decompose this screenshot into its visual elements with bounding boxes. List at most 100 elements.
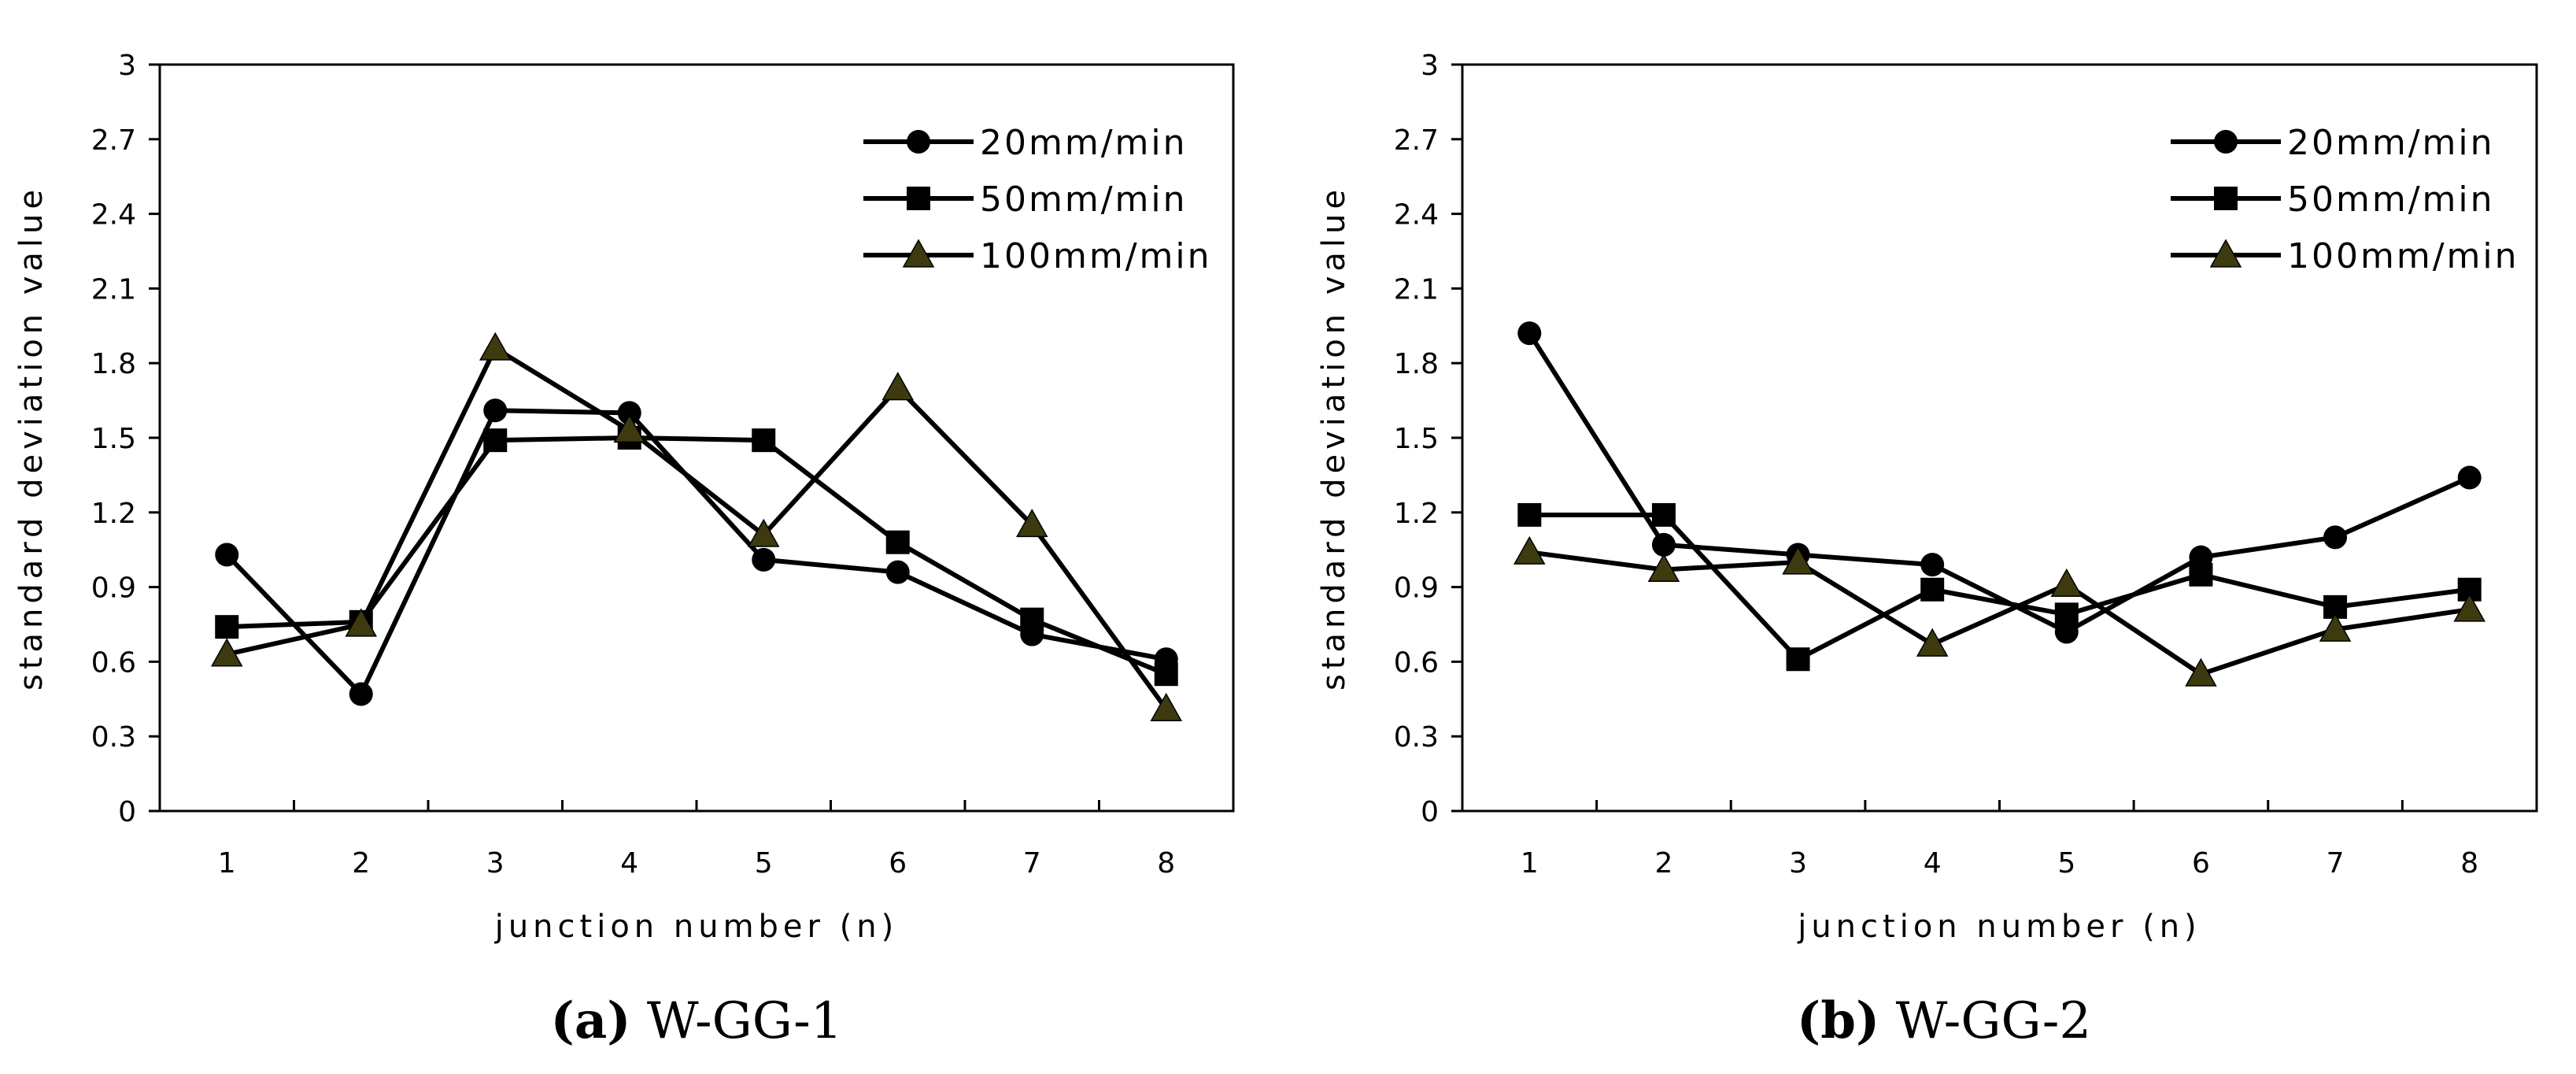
x-tick-label: 7 [2327,847,2345,880]
legend-label: 20mm/min [980,123,1188,163]
x-tick-label: 5 [2057,847,2075,880]
legend-item: 20mm/min [2171,123,2495,163]
data-point [1920,577,1945,602]
x-tick-label: 7 [1023,847,1041,880]
legend-label: 50mm/min [2287,180,2495,220]
data-point [1782,546,1814,575]
y-tick-label: 0 [118,796,136,828]
legend: 20mm/min 50mm/min 100mm/min [2171,123,2517,276]
series-20mm/min [215,398,1178,706]
series-line [1527,331,2471,635]
legend-item: 100mm/min [2171,236,2517,276]
data-point [215,543,239,567]
y-tick-label: 0.6 [1394,646,1439,679]
panel-label: (a) [551,991,631,1050]
data-point [1150,692,1183,722]
chart-panel-b: 0 0.3 0.6 0.9 1.2 1.5 1.8 2.1 2.4 2.7 3 1 2 3 4 5 6 7 8 jun… [1316,50,2538,1050]
data-point [885,560,910,584]
data-point [1513,535,1546,565]
y-axis-title: standard deviation value [1316,185,1352,691]
x-tick-label: 8 [1157,847,1175,880]
data-point [752,428,776,453]
legend-item: 100mm/min [863,236,1212,276]
series-line [225,408,1167,697]
y-tick-label: 0.9 [1394,572,1439,605]
data-point [1517,321,1542,346]
data-point [2054,602,2079,627]
data-point [885,530,910,554]
x-tick-label: 6 [2192,847,2210,880]
y-tick-label: 0.9 [91,572,136,605]
data-point [2185,657,2217,687]
y-tick-label: 1.8 [1394,348,1439,380]
panel-caption: (b) W-GG-2 [1797,991,2091,1050]
legend-item: 20mm/min [863,123,1188,163]
data-point [2457,465,2482,490]
legend-label: 100mm/min [980,236,1212,276]
legend-item: 50mm/min [863,180,1188,220]
data-point [2319,613,2352,642]
data-point [617,401,641,425]
series-line [1528,550,2471,677]
legend-label: 50mm/min [980,180,1188,220]
data-point [1651,532,1676,557]
x-tick-label: 2 [352,847,370,880]
data-point [1154,662,1178,687]
data-point [210,638,243,667]
legend-marker [907,187,930,210]
data-point [483,398,508,423]
y-tick-label: 2.1 [1394,273,1439,306]
series-100mm/min [210,331,1183,722]
x-tick-label: 2 [1654,847,1672,880]
y-tick-label: 0.3 [1394,721,1439,754]
data-point [1651,502,1676,527]
x-axis-title: junction number (n) [494,909,899,945]
x-axis-title: junction number (n) [1797,909,2201,945]
data-point [1786,647,1810,672]
chart-panel-a: 0 0.3 0.6 0.9 1.2 1.5 1.8 2.1 2.4 2.7 3 1 2 3 4 5 6 7 8 jun… [13,50,1235,1050]
panel-title: W-GG-2 [1879,992,2091,1050]
y-tick-label: 1.5 [91,423,136,455]
legend-label: 20mm/min [2287,123,2495,163]
data-point [1015,509,1048,538]
legend-marker [2209,239,2242,268]
data-point [215,615,239,639]
data-point [881,372,915,401]
y-tick-label: 3 [118,50,136,82]
panel-label: (b) [1797,991,1879,1050]
x-tick-label: 4 [620,847,638,880]
data-point [1916,628,1949,657]
y-tick-label: 2.1 [91,273,136,306]
y-tick-label: 0.3 [91,721,136,754]
y-tick-label: 1.2 [1394,498,1439,530]
series-50mm/min [215,426,1178,687]
x-tick-label: 3 [486,847,504,880]
y-axis-title: standard deviation value [13,185,50,691]
y-tick-label: 2.7 [91,124,136,157]
legend-item: 50mm/min [2171,180,2495,220]
legend-marker [2214,187,2238,210]
y-tick-label: 0.6 [91,646,136,679]
series-line [226,346,1169,711]
data-point [2453,593,2485,622]
x-tick-label: 5 [755,847,773,880]
y-tick-label: 1.5 [1394,423,1439,455]
y-tick-label: 1.8 [91,348,136,380]
data-point [613,413,646,443]
y-tick-label: 2.4 [91,199,136,231]
data-point [1517,502,1542,527]
data-point [1920,553,1945,577]
data-point [747,518,780,547]
x-tick-label: 4 [1924,847,1942,880]
data-point [345,608,378,637]
legend-marker [907,130,930,154]
series-line [1529,512,2471,662]
data-point [479,331,512,361]
x-tick-label: 3 [1789,847,1807,880]
y-tick-label: 1.2 [91,498,136,530]
data-point [1647,553,1680,583]
x-tick-label: 1 [1521,847,1539,880]
data-point [1020,607,1044,631]
panel-caption: (a) W-GG-1 [551,991,843,1050]
